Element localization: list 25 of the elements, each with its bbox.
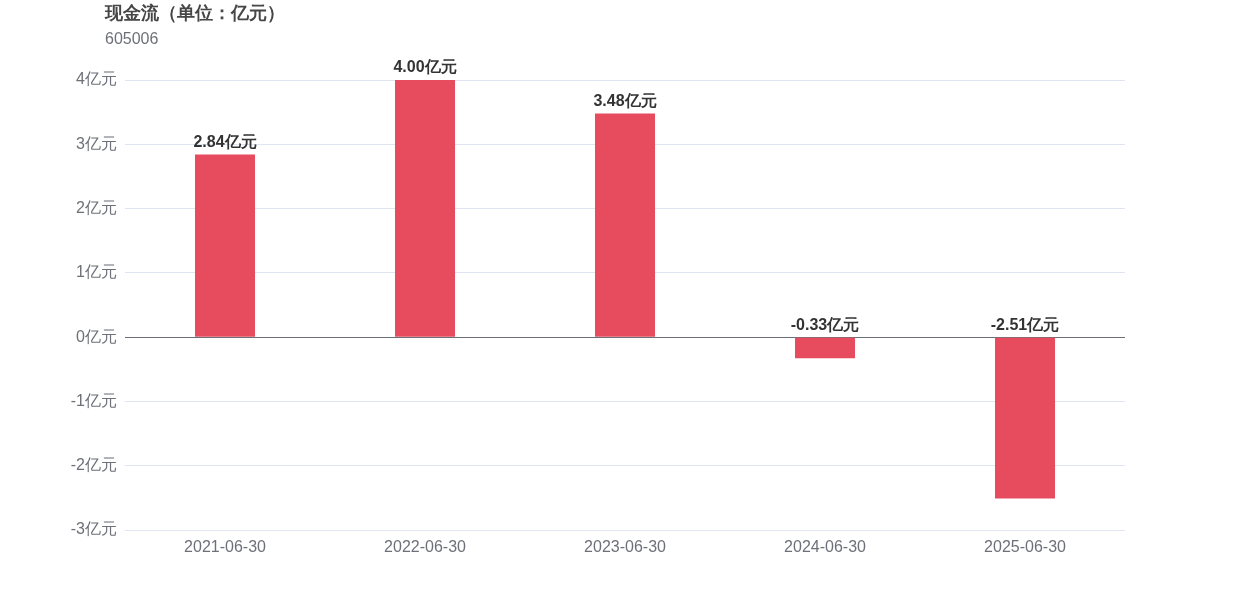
x-tick-label: 2025-06-30	[984, 538, 1067, 556]
y-tick-label: 3亿元	[76, 134, 117, 152]
y-tick-label: 2亿元	[76, 198, 117, 216]
bar	[995, 337, 1055, 499]
x-tick-label: 2024-06-30	[784, 538, 867, 556]
data-label: 2.84亿元	[193, 132, 257, 150]
y-tick-label: 1亿元	[76, 263, 117, 281]
y-tick-label: -3亿元	[70, 520, 117, 538]
y-tick-label: 0亿元	[76, 327, 117, 345]
chart-subtitle: 605006	[105, 30, 159, 48]
x-tick-label: 2022-06-30	[384, 538, 467, 556]
y-tick-label: -1亿元	[70, 391, 117, 409]
bar	[595, 113, 655, 337]
x-tick-label: 2023-06-30	[584, 538, 667, 556]
chart-title: 现金流（单位：亿元）	[105, 2, 285, 25]
y-tick-label: 4亿元	[76, 70, 117, 88]
y-tick-label: -2亿元	[70, 456, 117, 474]
x-tick-label: 2021-06-30	[184, 538, 267, 556]
data-label: -0.33亿元	[790, 316, 860, 334]
bar	[395, 80, 455, 337]
bar	[195, 154, 255, 337]
data-label: 4.00亿元	[393, 58, 457, 76]
data-label: 3.48亿元	[593, 91, 657, 109]
bar	[795, 337, 855, 359]
data-label: -2.51亿元	[990, 316, 1060, 334]
